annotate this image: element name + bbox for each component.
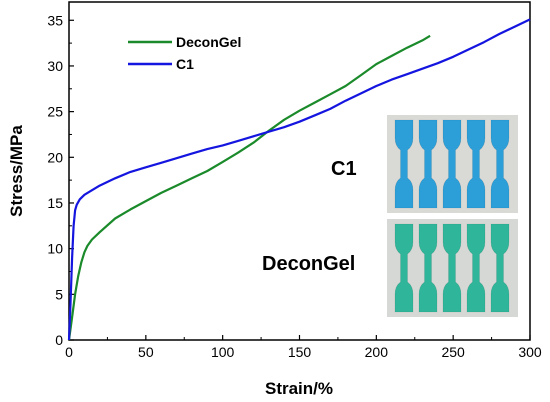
specimen xyxy=(394,223,414,313)
x-tick-label: 50 xyxy=(138,344,154,360)
y-tick-label: 0 xyxy=(55,332,63,348)
specimen xyxy=(442,119,462,209)
decongel-specimens xyxy=(394,223,510,313)
series-line-c1 xyxy=(67,18,531,341)
series-layer xyxy=(67,18,531,341)
series-line-decongel xyxy=(67,34,431,341)
y-tick-label: 15 xyxy=(47,195,63,211)
y-tick-label: 35 xyxy=(47,12,63,28)
specimen xyxy=(466,223,486,313)
legend-label-c1: C1 xyxy=(176,56,194,72)
x-tick-label: 200 xyxy=(365,344,389,360)
photo-decongel xyxy=(387,219,518,317)
specimen xyxy=(394,119,414,209)
x-tick-label: 0 xyxy=(65,344,73,360)
y-tick-label: 25 xyxy=(47,104,63,120)
y-tick-label: 5 xyxy=(55,286,63,302)
specimen xyxy=(490,223,510,313)
specimen xyxy=(418,223,438,313)
y-tick-label: 30 xyxy=(47,58,63,74)
specimen xyxy=(466,119,486,209)
x-axis: 0 50 100 150 200 250 300 xyxy=(65,335,542,360)
photo-label-decongel: DeconGel xyxy=(262,253,355,275)
y-tick-label: 20 xyxy=(47,149,63,165)
c1-specimens xyxy=(394,119,510,209)
y-tick-label: 10 xyxy=(47,241,63,257)
x-tick-label: 100 xyxy=(211,344,235,360)
y-axis: 0 5 10 15 20 25 30 35 xyxy=(47,12,74,348)
x-tick-label: 250 xyxy=(441,344,465,360)
x-tick-label: 300 xyxy=(518,344,542,360)
specimen xyxy=(490,119,510,209)
specimen xyxy=(442,223,462,313)
photo-label-c1: C1 xyxy=(331,158,357,180)
x-tick-label: 150 xyxy=(288,344,312,360)
y-axis-title: Stress/MPa xyxy=(7,125,26,217)
specimen xyxy=(418,119,438,209)
legend: DeconGel C1 xyxy=(128,34,241,72)
legend-label-decongel: DeconGel xyxy=(176,34,241,50)
x-axis-title: Strain/% xyxy=(265,379,333,398)
photo-c1 xyxy=(387,115,518,213)
